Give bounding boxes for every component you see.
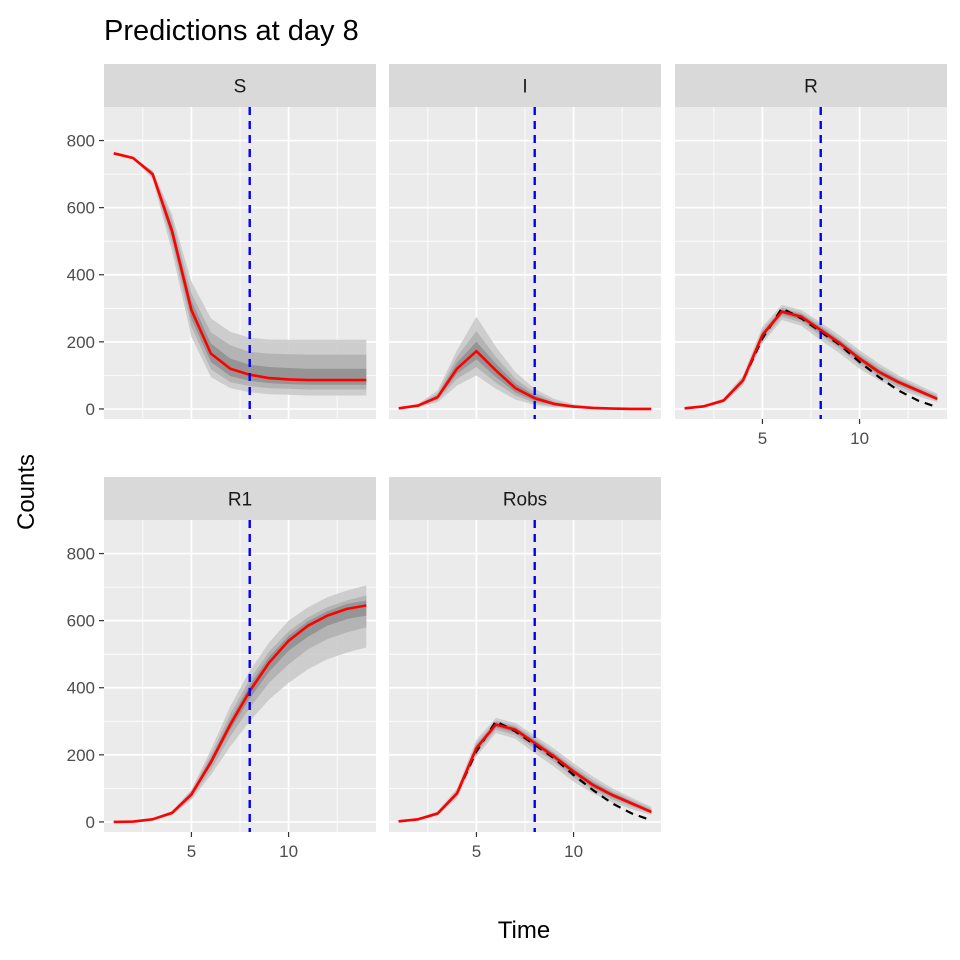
x-axis-title: Time [498, 917, 550, 944]
strip-bg-R1 [104, 477, 376, 520]
panel-R: R 5 10 [675, 64, 947, 448]
y-tick-label: 0 [86, 400, 95, 419]
chart-title: Predictions at day 8 [104, 15, 359, 47]
panel-Robs: Robs 5 10 [389, 477, 661, 861]
y-tick-label: 200 [67, 333, 95, 352]
panel-R1: R1 0 200 400 600 800 5 10 [67, 477, 376, 861]
x-tick-label: 5 [472, 842, 481, 861]
y-tick-label: 800 [67, 132, 95, 151]
y-tick-label: 800 [67, 545, 95, 564]
median-line [398, 723, 652, 823]
panel-S: S 0 200 400 600 800 [67, 64, 376, 419]
uncertainty-band-3 [113, 600, 367, 822]
y-tick-label: 0 [86, 813, 95, 832]
strip-label-R: R [804, 77, 818, 98]
x-tick-label: 10 [279, 842, 298, 861]
strip-label-Robs: Robs [503, 490, 547, 511]
strip-label-R1: R1 [228, 490, 252, 511]
y-tick-label: 600 [67, 199, 95, 218]
strip-bg-Robs [389, 477, 661, 520]
strip-label-I: I [522, 77, 527, 98]
y-tick-label: 400 [67, 679, 95, 698]
strip-bg-I [389, 64, 661, 107]
y-tick-label: 600 [67, 612, 95, 631]
y-tick-label: 400 [67, 266, 95, 285]
y-axis-title: Counts [13, 454, 40, 530]
median-line [113, 152, 367, 382]
x-tick-label: 5 [187, 842, 196, 861]
x-tick-label: 5 [758, 429, 767, 448]
uncertainty-band-2 [398, 331, 652, 409]
median-line [113, 604, 367, 824]
y-tick-label: 200 [67, 746, 95, 765]
uncertainty-band-2 [113, 153, 367, 390]
uncertainty-band-2 [684, 307, 938, 409]
panel-I: I [389, 64, 661, 419]
x-tick-label: 10 [564, 842, 583, 861]
strip-label-S: S [234, 77, 247, 98]
median-line [684, 310, 938, 410]
uncertainty-band-3 [398, 341, 652, 409]
strip-bg-R [675, 64, 947, 107]
strip-bg-S [104, 64, 376, 107]
uncertainty-band-2 [398, 720, 652, 822]
median-line [398, 349, 652, 411]
x-tick-label: 10 [850, 429, 869, 448]
